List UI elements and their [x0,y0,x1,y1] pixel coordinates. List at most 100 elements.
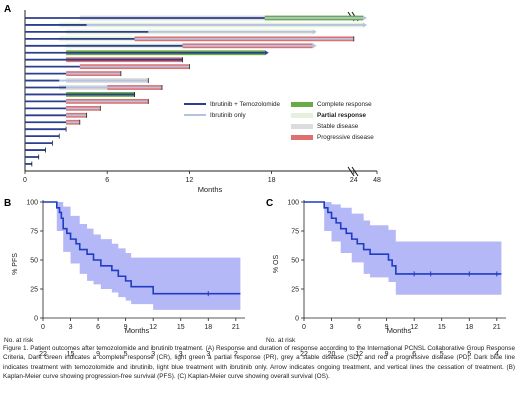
swimmer-row [25,154,40,160]
at-risk-count: 22 [300,351,308,358]
os-y-label: % OS [273,255,280,274]
at-risk-count: 12 [355,351,363,358]
pfs-at-risk-label: No. at risk [4,337,34,344]
at-risk-count: 2 [234,351,238,358]
swimmer-row [25,57,183,63]
x-tick-label: 0 [23,177,27,184]
ongoing-arrow [264,50,269,56]
swimmer-axes [24,10,377,172]
y-tick-label: 100 [26,200,38,207]
y-tick-label: 0 [34,316,38,323]
survival-curve [43,201,241,295]
legend-label-stable-disease: Stable disease [317,123,359,130]
figure-caption: Figure 1. Patient outcomes after temozol… [3,345,515,380]
legend-label-ibrutinib-only: Ibrutinib only [210,112,247,119]
at-risk-count: 20 [328,351,336,358]
x-tick-label: 24 [350,177,358,184]
confidence-band [304,202,502,295]
swimmer-row [25,161,33,167]
y-tick-label: 25 [291,287,299,294]
ongoing-arrow [312,43,317,49]
x-tick-label: 21 [232,324,240,331]
x-tick-label: 3 [69,324,73,331]
legend-label-partial-response: Partial response [317,112,366,119]
at-risk-count: 9 [96,351,100,358]
panel-a-label: A [4,4,11,15]
legend-label-progressive-disease: Progressive disease [317,134,374,141]
swimmer-row [25,140,53,146]
swimmer-row [25,105,101,111]
swimmer-row [25,15,367,21]
os-plot: 0 25 50 75 100 0 3 6 9 12 15 18 21 22 20 12 9 6 5 5 4 [287,200,506,358]
swimmer-x-ticks: 0 6 12 18 24 48 [23,171,381,184]
swimmer-row [25,147,46,153]
x-tick-label: 21 [493,324,501,331]
pfs-plot: 0 25 50 75 100 0 3 6 9 12 15 18 21 22 15 9 5 3 3 3 2 [26,200,245,358]
swimmer-row [25,119,81,125]
os-x-label: Months [387,326,412,335]
legend-swatch-progressive-disease [291,135,313,140]
ongoing-arrow [363,15,367,21]
swimmer-bars [25,15,367,167]
swimmer-row [25,133,60,139]
y-tick-label: 100 [287,200,299,207]
legend-swatch-stable-disease [291,124,313,129]
at-risk-count: 5 [440,351,444,358]
x-tick-label: 18 [268,177,276,184]
x-tick-label: 9 [124,324,128,331]
os-at-risk-label: No. at risk [266,337,296,344]
x-tick-label: 0 [41,324,45,331]
pfs-x-label: Months [125,326,150,335]
ongoing-arrow [363,22,367,28]
swimmer-row [25,50,269,56]
swimmer-row [25,43,317,49]
swimmer-row [25,91,136,97]
panel-c-label: C [266,198,273,209]
x-tick-label: 12 [149,324,157,331]
y-tick-label: 50 [291,258,299,265]
x-tick-label: 6 [96,324,100,331]
x-tick-label: 15 [438,324,446,331]
x-tick-label: 12 [186,177,194,184]
legend: Ibrutinib + Temozolomide Ibrutinib only … [184,101,374,141]
at-risk-count: 15 [67,351,75,358]
confidence-band [43,202,241,310]
at-risk-count: 4 [495,351,499,358]
x-tick-label: 12 [410,324,418,331]
survival-curve [304,201,502,275]
at-risk-count: 3 [206,351,210,358]
y-tick-label: 25 [30,287,38,294]
x-tick-label: 0 [302,324,306,331]
swimmer-x-label: Months [198,185,223,194]
y-tick-label: 75 [291,229,299,236]
x-tick-label: 9 [385,324,389,331]
at-risk-count: 9 [385,351,389,358]
swimmer-row [25,78,149,84]
x-tick-label: 18 [465,324,473,331]
x-tick-label: 18 [204,324,212,331]
at-risk-count: 3 [151,351,155,358]
legend-swatch-ibrutinib-tmz [184,103,206,105]
at-risk-count: 22 [39,351,47,358]
swimmer-row [25,71,122,77]
legend-swatch-complete-response [291,102,313,107]
at-risk-count: 5 [467,351,471,358]
legend-swatch-partial-response [291,113,313,118]
at-risk-count: 3 [179,351,183,358]
x-tick-label: 6 [105,177,109,184]
y-tick-label: 50 [30,258,38,265]
legend-label-ibrutinib-tmz: Ibrutinib + Temozolomide [210,101,281,108]
ongoing-arrow [312,29,317,35]
at-risk-count: 5 [124,351,128,358]
at-risk-count: 6 [412,351,416,358]
swimmer-row [25,29,317,35]
swimmer-row [25,126,67,132]
swimmer-row [25,36,355,42]
legend-label-complete-response: Complete response [317,101,372,108]
swimmer-row [25,64,190,70]
swimmer-row [25,22,367,28]
y-tick-label: 75 [30,229,38,236]
x-tick-label: 6 [357,324,361,331]
panel-b-label: B [4,198,11,209]
